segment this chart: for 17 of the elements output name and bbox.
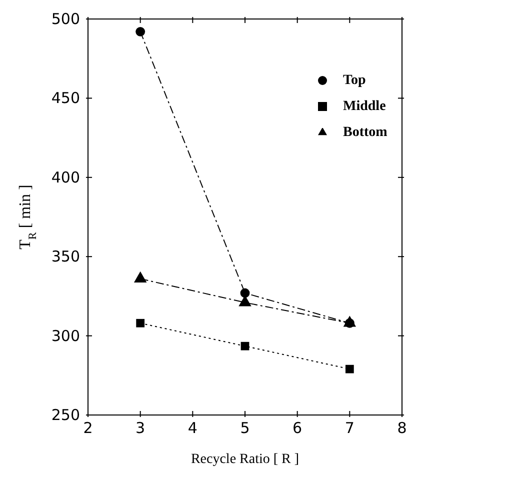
y-tick-label: 250 xyxy=(51,406,80,424)
y-tick-label: 350 xyxy=(51,248,80,266)
x-tick-label: 7 xyxy=(344,419,354,437)
legend-label: Bottom xyxy=(343,125,388,140)
legend-label: Middle xyxy=(343,99,386,114)
x-tick-label: 3 xyxy=(136,419,146,437)
y-tick-label: 500 xyxy=(51,10,80,28)
y-tick-label: 300 xyxy=(51,326,80,345)
x-tick-label: 5 xyxy=(240,419,250,437)
legend-label: Top xyxy=(343,73,366,88)
y-tick-label: 450 xyxy=(51,89,80,108)
x-tick-label: 2 xyxy=(83,419,93,437)
x-tick-label: 4 xyxy=(188,419,198,437)
x-tick-label: 8 xyxy=(397,419,407,437)
x-axis-title: Recycle Ratio [ R ] xyxy=(190,452,300,467)
y-tick-label: 400 xyxy=(51,168,80,186)
x-tick-label: 6 xyxy=(292,419,302,437)
